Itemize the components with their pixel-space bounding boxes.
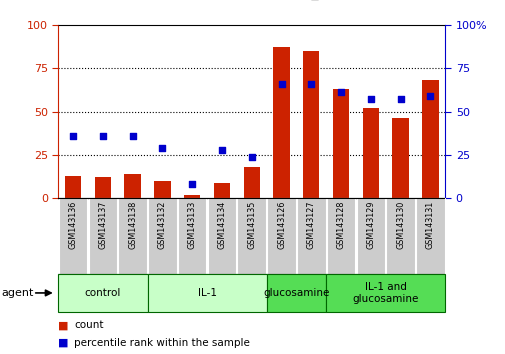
FancyBboxPatch shape — [237, 198, 266, 274]
Text: GSM143138: GSM143138 — [128, 200, 137, 249]
Text: GSM143129: GSM143129 — [366, 200, 375, 249]
Point — [366, 97, 374, 102]
FancyBboxPatch shape — [59, 198, 87, 274]
Text: IL-1: IL-1 — [197, 288, 216, 298]
Text: IL-1 and
glucosamine: IL-1 and glucosamine — [352, 282, 418, 304]
FancyBboxPatch shape — [58, 274, 147, 312]
FancyBboxPatch shape — [415, 198, 444, 274]
Bar — [94, 177, 111, 198]
Text: glucosamine: glucosamine — [263, 288, 329, 298]
FancyBboxPatch shape — [178, 198, 206, 274]
FancyBboxPatch shape — [118, 198, 146, 274]
Point — [69, 133, 77, 139]
Text: GSM143130: GSM143130 — [395, 200, 405, 249]
FancyBboxPatch shape — [267, 198, 295, 274]
FancyBboxPatch shape — [88, 198, 117, 274]
Bar — [332, 89, 348, 198]
Point — [188, 182, 196, 187]
Bar — [421, 80, 438, 198]
Text: ■: ■ — [58, 320, 69, 330]
Bar — [154, 181, 170, 198]
Bar — [213, 183, 230, 198]
Bar — [184, 195, 200, 198]
Text: GSM143132: GSM143132 — [158, 200, 167, 249]
FancyBboxPatch shape — [296, 198, 325, 274]
FancyBboxPatch shape — [147, 274, 266, 312]
FancyBboxPatch shape — [326, 274, 444, 312]
Text: agent: agent — [1, 288, 33, 298]
Point — [307, 81, 315, 87]
Bar — [273, 47, 289, 198]
Bar — [243, 167, 260, 198]
Bar — [362, 108, 378, 198]
Point — [158, 145, 166, 151]
Text: count: count — [74, 320, 104, 330]
Point — [396, 97, 404, 102]
FancyBboxPatch shape — [266, 274, 326, 312]
Point — [128, 133, 136, 139]
Point — [336, 90, 344, 95]
Text: GSM143134: GSM143134 — [217, 200, 226, 249]
Point — [426, 93, 434, 99]
Text: GSM143133: GSM143133 — [187, 200, 196, 249]
Bar — [302, 51, 319, 198]
FancyBboxPatch shape — [326, 198, 355, 274]
Text: GSM143127: GSM143127 — [306, 200, 315, 249]
Point — [98, 133, 107, 139]
Text: percentile rank within the sample: percentile rank within the sample — [74, 338, 250, 348]
Text: GSM143131: GSM143131 — [425, 200, 434, 249]
Text: GSM143128: GSM143128 — [336, 200, 345, 249]
FancyBboxPatch shape — [148, 198, 176, 274]
Text: GSM143136: GSM143136 — [69, 200, 77, 249]
Point — [218, 147, 226, 153]
Bar — [392, 119, 408, 198]
Text: control: control — [84, 288, 121, 298]
Point — [247, 154, 256, 159]
Text: GSM143126: GSM143126 — [276, 200, 285, 249]
Bar — [124, 174, 140, 198]
FancyBboxPatch shape — [385, 198, 414, 274]
Text: ■: ■ — [58, 338, 69, 348]
Bar — [65, 176, 81, 198]
FancyBboxPatch shape — [207, 198, 236, 274]
FancyBboxPatch shape — [356, 198, 384, 274]
Text: GSM143137: GSM143137 — [98, 200, 107, 249]
Text: GSM143135: GSM143135 — [247, 200, 256, 249]
Point — [277, 81, 285, 87]
